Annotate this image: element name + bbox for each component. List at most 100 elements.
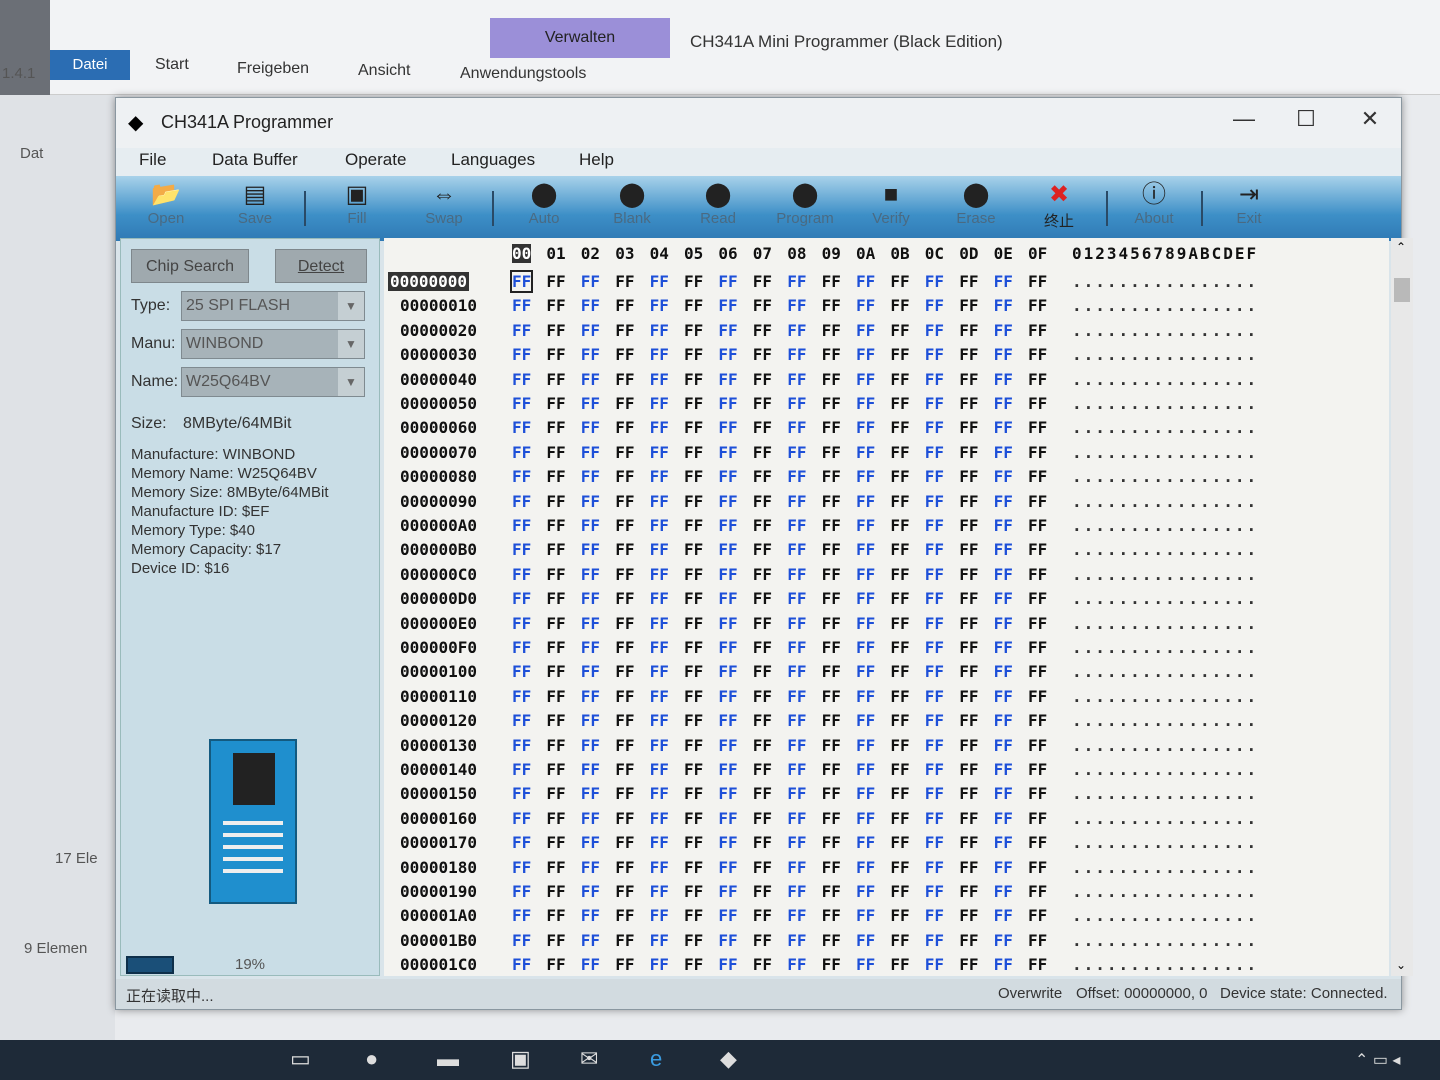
hex-byte[interactable]: FF	[993, 320, 1013, 340]
hex-byte[interactable]: FF	[856, 418, 876, 438]
hex-byte[interactable]: FF	[615, 882, 635, 901]
type-select[interactable]: 25 SPI FLASH ▼	[181, 291, 365, 321]
hex-byte[interactable]: FF	[787, 272, 807, 291]
hex-byte[interactable]: FF	[1028, 882, 1048, 901]
hex-byte[interactable]: FF	[959, 784, 979, 804]
hex-byte[interactable]: FF	[512, 760, 532, 779]
hex-byte[interactable]: FF	[580, 516, 601, 535]
hex-byte[interactable]: FF	[615, 272, 635, 291]
hex-byte[interactable]: FF	[580, 711, 601, 731]
hex-byte[interactable]: FF	[684, 540, 704, 560]
hex-byte[interactable]: FF	[512, 589, 532, 609]
hex-byte[interactable]: FF	[546, 272, 566, 291]
hex-byte[interactable]: FF	[959, 442, 979, 462]
hex-byte[interactable]: FF	[752, 638, 773, 657]
hex-byte[interactable]: FF	[856, 296, 876, 316]
hex-byte[interactable]: FF	[512, 906, 532, 926]
hex-byte[interactable]: FF	[924, 467, 945, 487]
hex-byte[interactable]: FF	[684, 955, 704, 975]
hex-byte[interactable]: FF	[959, 833, 979, 853]
detect-button[interactable]: Detect	[275, 249, 367, 283]
hex-byte[interactable]: FF	[1028, 930, 1048, 950]
hex-byte[interactable]: FF	[718, 540, 738, 560]
hex-byte[interactable]: FF	[718, 491, 738, 511]
hex-byte[interactable]: FF	[856, 662, 876, 682]
hex-byte[interactable]: FF	[787, 369, 807, 389]
hex-byte[interactable]: FF	[924, 369, 945, 389]
hex-byte[interactable]: FF	[924, 735, 945, 755]
hex-byte[interactable]: FF	[580, 540, 601, 560]
hex-byte[interactable]: FF	[718, 442, 738, 462]
hex-byte[interactable]: FF	[924, 955, 945, 975]
hex-byte[interactable]: FF	[959, 467, 979, 487]
hex-byte[interactable]: FF	[787, 882, 807, 901]
hex-byte[interactable]: FF	[890, 442, 910, 462]
hex-byte[interactable]: FF	[615, 516, 635, 535]
hex-byte[interactable]: FF	[959, 296, 979, 316]
hex-byte[interactable]: FF	[752, 394, 773, 413]
hex-byte[interactable]: FF	[1028, 711, 1048, 731]
hex-byte[interactable]: FF	[580, 906, 601, 926]
hex-byte[interactable]: FF	[684, 833, 704, 853]
hex-byte[interactable]: FF	[718, 735, 738, 755]
hex-byte[interactable]: FF	[890, 467, 910, 487]
hex-byte[interactable]: FF	[718, 857, 738, 877]
hex-byte[interactable]: FF	[890, 320, 910, 340]
hex-byte[interactable]: FF	[924, 540, 945, 560]
hex-byte[interactable]: FF	[684, 589, 704, 609]
hex-byte[interactable]: FF	[959, 272, 979, 291]
hex-byte[interactable]: FF	[684, 760, 704, 779]
hex-byte[interactable]: FF	[890, 394, 910, 413]
hex-byte[interactable]: FF	[580, 882, 601, 901]
hex-byte[interactable]: FF	[718, 711, 738, 731]
hex-byte[interactable]: FF	[924, 394, 945, 413]
hex-byte[interactable]: FF	[512, 882, 532, 901]
hex-byte[interactable]: FF	[993, 906, 1013, 926]
hex-byte[interactable]: FF	[1028, 833, 1048, 853]
hex-byte[interactable]: FF	[752, 711, 773, 731]
hex-byte[interactable]: FF	[856, 491, 876, 511]
hex-byte[interactable]: FF	[546, 540, 566, 560]
hex-byte[interactable]: FF	[684, 516, 704, 535]
hex-byte[interactable]: FF	[649, 491, 669, 511]
hex-byte[interactable]: FF	[856, 906, 876, 926]
hex-byte[interactable]: FF	[787, 540, 807, 560]
hex-byte[interactable]: FF	[1028, 516, 1048, 535]
hex-byte[interactable]: FF	[752, 857, 773, 877]
toolbar-blank-chip-button[interactable]: ⬤ Blank	[597, 180, 667, 227]
hex-byte[interactable]: FF	[546, 564, 566, 584]
hex-byte[interactable]: FF	[890, 272, 910, 291]
hex-byte[interactable]: FF	[718, 589, 738, 609]
hex-byte[interactable]: FF	[787, 955, 807, 975]
hex-byte[interactable]: FF	[787, 442, 807, 462]
hex-byte[interactable]: FF	[959, 516, 979, 535]
hex-byte[interactable]: FF	[856, 272, 876, 291]
hex-byte[interactable]: FF	[787, 808, 807, 828]
hex-byte[interactable]: FF	[787, 345, 807, 365]
scroll-down-icon[interactable]: ⌄	[1396, 958, 1407, 972]
hex-byte[interactable]: FF	[1028, 272, 1048, 291]
hex-byte[interactable]: FF	[856, 882, 876, 901]
hex-byte[interactable]: FF	[959, 564, 979, 584]
edge-icon[interactable]: e	[650, 1046, 663, 1071]
hex-byte[interactable]: FF	[580, 564, 601, 584]
hex-byte[interactable]: FF	[787, 418, 807, 438]
hex-byte[interactable]: FF	[546, 589, 566, 609]
toolbar-auto-chip-button[interactable]: ⬤ Auto	[509, 180, 579, 227]
hex-byte[interactable]: FF	[787, 564, 807, 584]
hex-byte[interactable]: FF	[993, 711, 1013, 731]
hex-byte[interactable]: FF	[890, 784, 910, 804]
hex-byte[interactable]: FF	[821, 808, 841, 828]
toolbar-program-chip-button[interactable]: ⬤ Program	[770, 180, 840, 227]
hex-byte[interactable]: FF	[684, 735, 704, 755]
hex-byte[interactable]: FF	[546, 882, 566, 901]
hex-byte[interactable]: FF	[856, 930, 876, 950]
hex-byte[interactable]: FF	[890, 686, 910, 706]
hex-byte[interactable]: FF	[580, 418, 601, 438]
hex-byte[interactable]: FF	[856, 613, 876, 633]
hex-byte[interactable]: FF	[718, 320, 738, 340]
hex-byte[interactable]: FF	[993, 686, 1013, 706]
hex-byte[interactable]: FF	[890, 735, 910, 755]
hex-byte[interactable]: FF	[684, 930, 704, 950]
hex-byte[interactable]: FF	[1028, 784, 1048, 804]
